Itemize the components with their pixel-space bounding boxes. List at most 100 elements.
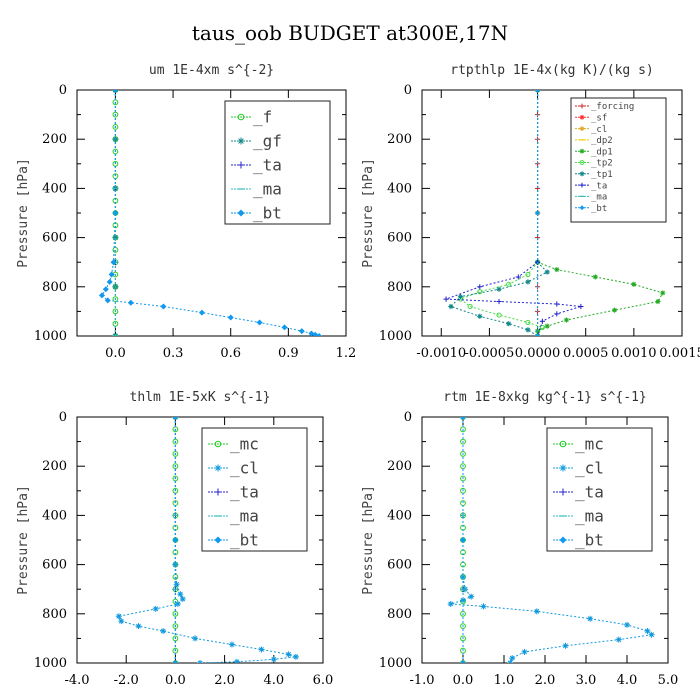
legend-label: _gf: [253, 132, 282, 151]
marker-point: [534, 90, 541, 93]
y-tick-label: 200: [387, 459, 412, 474]
legend-box: [201, 427, 308, 552]
marker-point: [228, 641, 235, 648]
x-tick-label: 0.3: [163, 346, 184, 361]
y-tick-label: 400: [387, 508, 412, 523]
marker-point: [592, 274, 598, 280]
marker-point: [258, 646, 265, 653]
chart-panel-2: rtpthlp 1E-4x(kg K)/(kg s) Pressure [hPa]…: [361, 63, 700, 361]
x-tick-label: 0.0: [453, 673, 474, 688]
series-bt: [172, 417, 179, 663]
marker-point: [611, 307, 618, 313]
marker-point: [477, 289, 483, 295]
legend-label: _dp1: [591, 147, 613, 157]
panel-title: thlm 1E-5xK s^{-1}: [130, 390, 271, 405]
marker-point: [172, 475, 179, 482]
series-cl: [115, 417, 299, 663]
legend-label: _ta: [575, 483, 604, 502]
x-tick-label: -4.0: [64, 673, 89, 688]
y-axis-label: Pressure [hPa]: [361, 485, 376, 595]
marker-point: [214, 536, 222, 544]
marker-point: [559, 464, 567, 472]
y-tick-label: 0: [59, 83, 67, 98]
marker-point: [587, 615, 594, 622]
marker-point: [544, 323, 550, 329]
marker-point: [112, 90, 119, 93]
marker-point: [160, 628, 167, 635]
marker-point: [104, 297, 111, 304]
marker-point: [460, 660, 466, 663]
legend-label: _bt: [253, 204, 282, 223]
marker-point: [172, 537, 179, 543]
y-tick-label: 400: [42, 181, 67, 196]
marker-point: [112, 234, 119, 241]
chart-panel-3: thlm 1E-5xK s^{-1} Pressure [hPa] 0 200 400 6…: [16, 390, 333, 688]
marker-point: [559, 536, 567, 544]
marker-point: [460, 463, 466, 470]
marker-point: [172, 561, 179, 568]
y-tick-label: 200: [387, 132, 412, 147]
marker-point: [173, 581, 180, 588]
y-tick-label: 800: [42, 607, 67, 622]
legend-label: _ta: [253, 156, 282, 175]
x-tick-label: 3.0: [576, 673, 597, 688]
series-line: [445, 90, 582, 336]
x-tick-label: 2.0: [214, 673, 235, 688]
marker-point: [172, 463, 179, 470]
legend: _mc _cl _ta _ma _bt: [546, 427, 653, 552]
plot-area: [115, 417, 299, 663]
marker-point: [506, 321, 512, 327]
series-line: [459, 90, 544, 336]
marker-point: [525, 319, 531, 326]
marker-point: [457, 294, 464, 300]
chart-panel-4: rtm 1E-8xkg kg^{-1} s^{-1} Pressure [hPa]…: [361, 390, 678, 688]
marker-point: [660, 290, 666, 296]
legend-label: _ma: [230, 507, 259, 526]
marker-point: [655, 298, 661, 305]
marker-point: [135, 623, 142, 630]
y-tick-label: 800: [387, 607, 412, 622]
marker-point: [198, 309, 205, 316]
marker-point: [285, 651, 292, 658]
x-tick-label: 4.0: [617, 673, 638, 688]
marker-point: [127, 299, 134, 306]
x-tick-label: -0.0005: [464, 346, 514, 361]
marker-point: [544, 269, 550, 275]
marker-point: [172, 610, 179, 617]
marker-point: [496, 298, 502, 305]
marker-point: [460, 573, 466, 580]
marker-point: [177, 591, 184, 598]
y-tick-label: 400: [387, 181, 412, 196]
y-tick-label: 800: [387, 280, 412, 295]
y-tick-label: 400: [42, 508, 67, 523]
marker-point: [648, 631, 655, 638]
marker-point: [525, 271, 531, 278]
x-tick-label: 4.0: [263, 673, 284, 688]
marker-point: [579, 148, 585, 154]
marker-point: [172, 635, 179, 642]
marker-point: [281, 324, 288, 331]
x-tick-label: 0.0: [165, 673, 186, 688]
marker-point: [112, 148, 119, 155]
legend: _f _gf _ta _ma _bt: [224, 100, 331, 225]
marker-point: [112, 124, 119, 130]
marker-point: [631, 281, 637, 287]
x-tick-label: 0.0: [105, 346, 126, 361]
y-axis-label: Pressure [hPa]: [16, 158, 31, 268]
y-tick-label: 600: [42, 231, 67, 246]
marker-point: [579, 171, 585, 177]
marker-point: [172, 623, 179, 629]
marker-point: [579, 160, 585, 165]
y-tick-label: 600: [387, 558, 412, 573]
panel-title: rtm 1E-8xkg kg^{-1} s^{-1}: [443, 390, 647, 405]
marker-point: [506, 281, 512, 287]
x-tick-label: -0.0010: [416, 346, 466, 361]
x-tick-label: 6.0: [313, 673, 334, 688]
marker-point: [509, 655, 516, 662]
marker-point: [256, 319, 263, 326]
marker-point: [214, 440, 222, 448]
marker-point: [460, 635, 466, 642]
marker-point: [644, 628, 651, 635]
y-tick-label: 200: [42, 459, 67, 474]
chart-panel-1: um 1E-4xm s^{-2} Pressure [hPa] 0 200 400 600…: [16, 63, 356, 361]
